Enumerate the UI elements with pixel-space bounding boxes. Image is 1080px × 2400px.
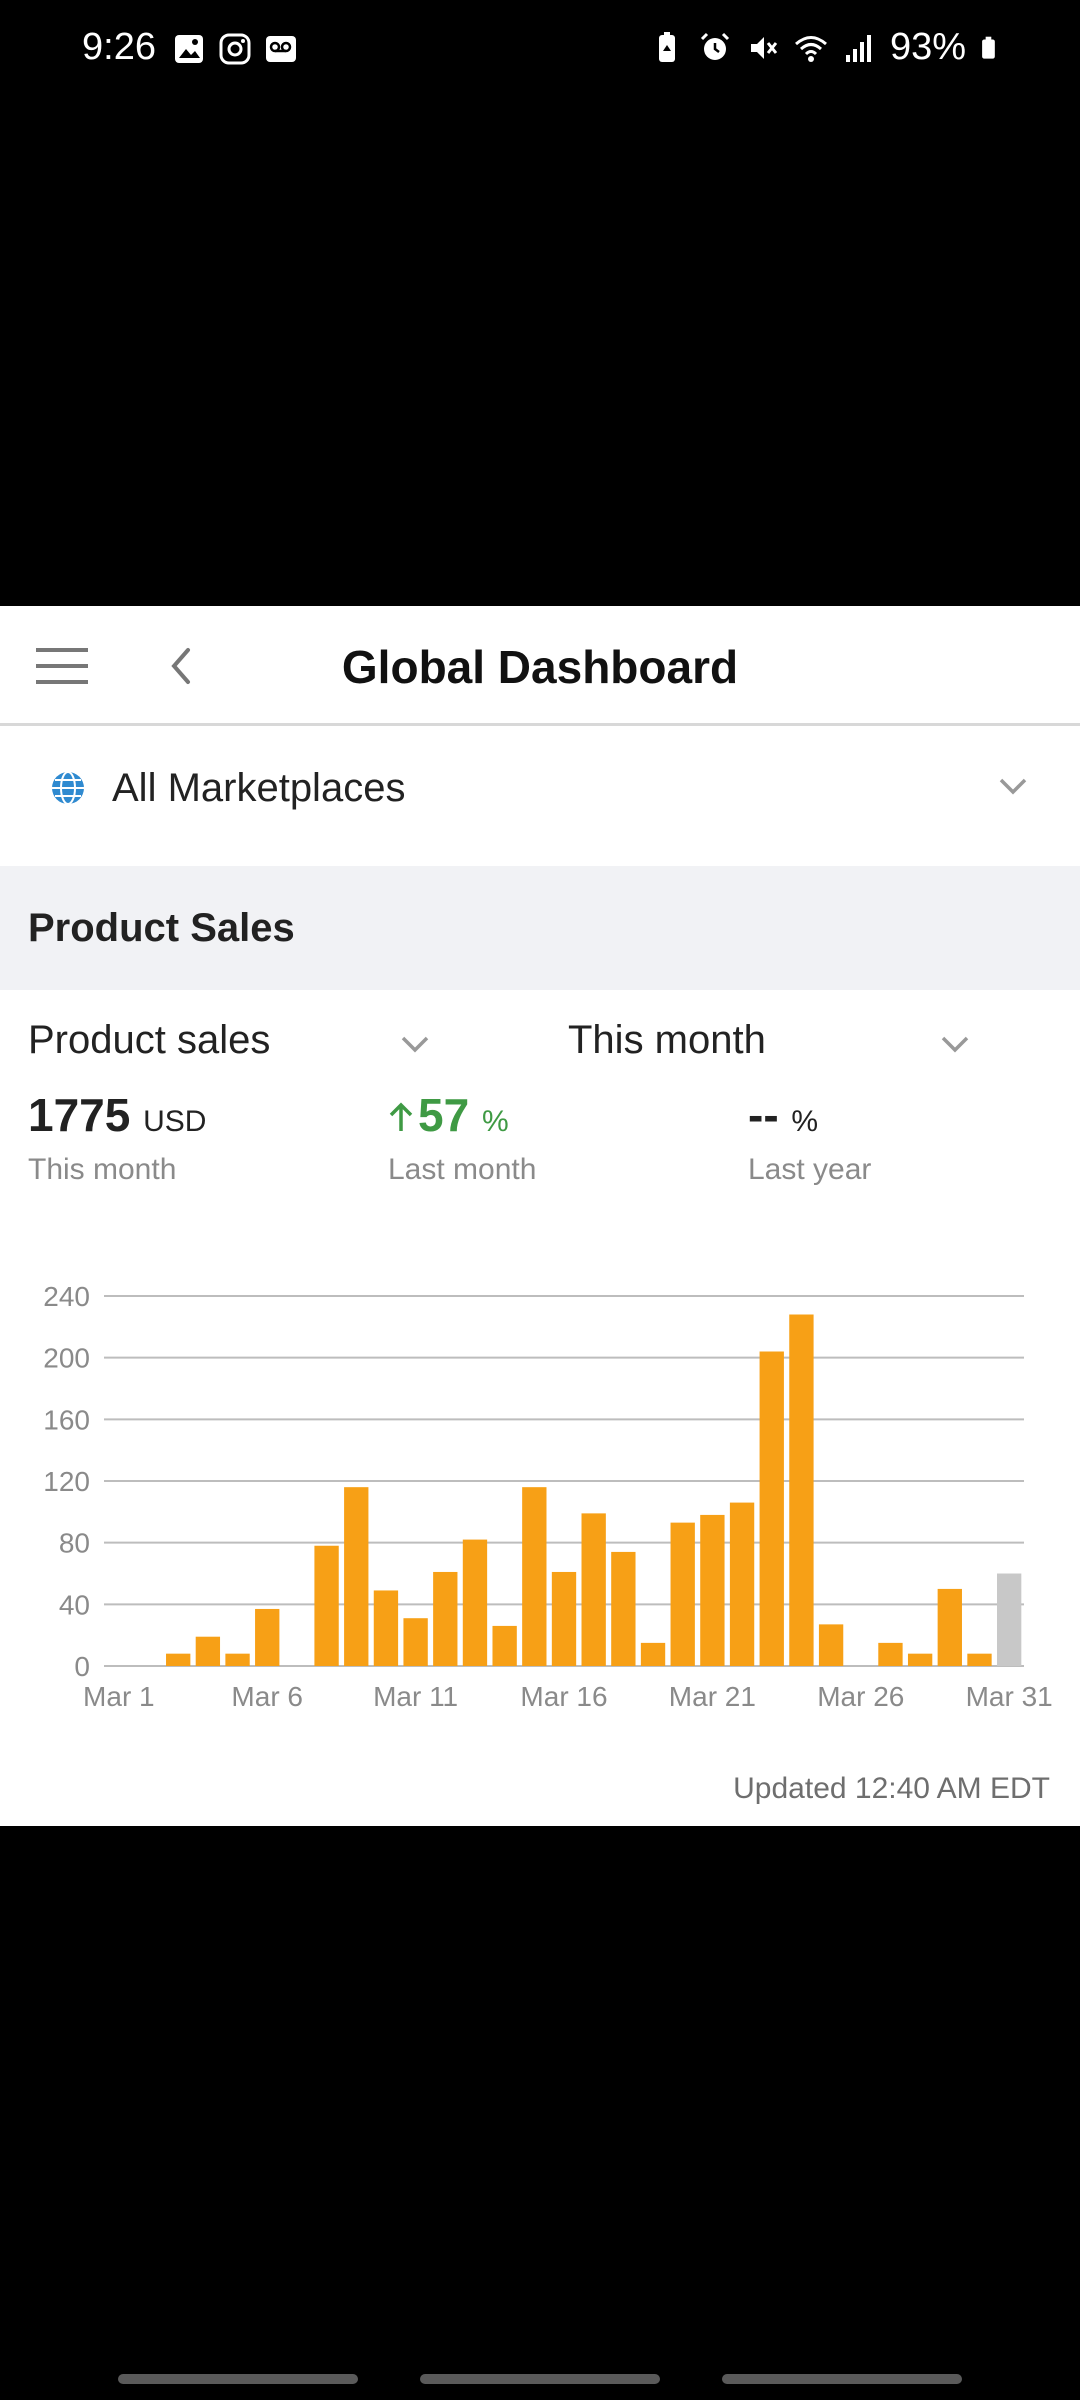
battery-percent: 93% <box>889 26 966 68</box>
section-title: Product Sales <box>28 906 295 950</box>
menu-icon[interactable] <box>36 646 88 686</box>
period-dropdown[interactable]: This month <box>568 1018 766 1062</box>
x-tick-label: Mar 21 <box>669 1681 756 1712</box>
bar[interactable] <box>492 1625 517 1666</box>
metric-last-month: 57 % Last month <box>388 1090 536 1187</box>
y-tick-label: 40 <box>59 1589 90 1620</box>
y-tick-label: 160 <box>43 1404 90 1435</box>
nav-home[interactable] <box>420 2374 660 2384</box>
battery-icon <box>982 36 995 59</box>
bar[interactable] <box>344 1487 369 1666</box>
arrow-up-icon <box>389 1102 413 1131</box>
mute-icon <box>750 36 778 59</box>
metric-dropdown[interactable]: Product sales <box>28 1018 271 1062</box>
bar[interactable] <box>670 1522 695 1666</box>
y-tick-label: 240 <box>43 1281 90 1312</box>
system-nav-bar <box>0 2360 1080 2400</box>
gallery-icon <box>175 35 203 63</box>
status-bar: 9:26 <box>0 0 1080 100</box>
metric-last-year: -- % Last year <box>748 1090 871 1187</box>
bar[interactable] <box>166 1653 191 1666</box>
last-year-label: Last year <box>748 1153 872 1186</box>
bar[interactable] <box>878 1642 903 1666</box>
nav-recents[interactable] <box>118 2374 358 2384</box>
signal-icon <box>845 34 871 62</box>
updated-timestamp: Updated 12:40 AM EDT <box>733 1772 1050 1805</box>
current-label: This month <box>28 1153 177 1186</box>
sales-chart: 0 40 80 120 160 200 240 Mar 1 Mar 6 Mar 11 Mar 16 M… <box>0 1246 1080 1726</box>
bar[interactable] <box>373 1590 399 1666</box>
bar[interactable] <box>996 1573 1022 1667</box>
last-month-unit: % <box>481 1105 509 1138</box>
bar[interactable] <box>729 1502 755 1666</box>
alarm-icon <box>700 32 729 60</box>
bar[interactable] <box>937 1588 962 1666</box>
status-time: 9:26 <box>82 26 156 68</box>
bar[interactable] <box>967 1653 992 1666</box>
bar[interactable] <box>551 1571 577 1666</box>
wifi-icon <box>794 35 827 62</box>
last-year-value: -- <box>748 1089 779 1141</box>
current-value: 1775 <box>28 1089 131 1141</box>
metric-current: 1775 USD This month <box>28 1090 206 1187</box>
y-tick-label: 80 <box>59 1528 90 1559</box>
bar[interactable] <box>433 1571 458 1666</box>
bar[interactable] <box>789 1314 814 1667</box>
page-title: Global Dashboard <box>341 641 739 693</box>
bar[interactable] <box>462 1539 488 1666</box>
x-tick-label: Mar 26 <box>817 1681 904 1712</box>
x-tick-label: Mar 16 <box>520 1681 607 1712</box>
app-header: Global Dashboard <box>0 606 1080 726</box>
marketplace-label: All Marketplaces <box>112 766 406 810</box>
last-month-label: Last month <box>388 1153 537 1186</box>
section-header: Product Sales <box>0 866 1080 990</box>
last-month-value: 57 <box>418 1089 470 1141</box>
marketplace-selector[interactable]: All Marketplaces <box>0 726 1080 866</box>
y-tick-label: 0 <box>74 1651 90 1682</box>
sales-bar-chart: 0 40 80 120 160 200 240 Mar 1 Mar 6 Mar 11 Mar 16 M… <box>43 1281 1053 1712</box>
x-tick-label: Mar 11 <box>373 1681 458 1712</box>
voicemail-icon <box>266 36 296 62</box>
chevron-down-icon[interactable] <box>940 1034 970 1054</box>
bar[interactable] <box>314 1545 339 1666</box>
bar[interactable] <box>759 1351 784 1667</box>
bar[interactable] <box>403 1618 428 1666</box>
chevron-down-icon[interactable] <box>400 1034 430 1054</box>
battery-saver-icon <box>658 31 675 62</box>
back-arrow-icon[interactable] <box>166 644 196 688</box>
dashboard-panel: Global Dashboard All Marketplaces Produc… <box>0 606 1080 1826</box>
bar[interactable] <box>225 1653 250 1666</box>
chart-selectors: Product sales This month <box>0 990 1080 1090</box>
bar[interactable] <box>255 1608 280 1666</box>
chevron-down-icon[interactable] <box>998 776 1028 796</box>
bar[interactable] <box>581 1513 606 1666</box>
metrics-row: 1775 USD This month 57 % Last month -- %… <box>0 1090 1080 1200</box>
x-tick-label: Mar 1 <box>83 1681 155 1712</box>
globe-icon <box>52 771 84 805</box>
bar[interactable] <box>640 1642 666 1666</box>
bar[interactable] <box>700 1514 725 1666</box>
bar[interactable] <box>907 1653 933 1666</box>
nav-back[interactable] <box>722 2374 962 2384</box>
bar[interactable] <box>195 1636 221 1666</box>
bar[interactable] <box>522 1487 547 1666</box>
last-year-unit: % <box>791 1105 819 1138</box>
y-tick-label: 120 <box>43 1466 90 1497</box>
current-unit: USD <box>143 1105 207 1138</box>
y-tick-label: 200 <box>43 1343 90 1374</box>
x-tick-label: Mar 6 <box>231 1681 303 1712</box>
x-tick-label: Mar 31 <box>966 1681 1053 1712</box>
instagram-icon <box>219 33 251 65</box>
bar[interactable] <box>818 1624 844 1666</box>
bar[interactable] <box>611 1551 636 1666</box>
